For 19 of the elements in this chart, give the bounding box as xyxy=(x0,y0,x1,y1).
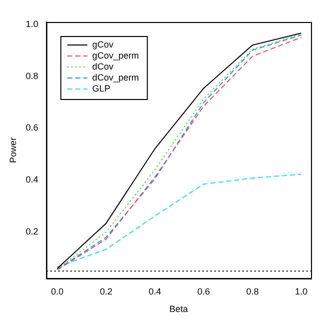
x-axis-title: Beta xyxy=(169,304,188,314)
line-series xyxy=(56,174,302,268)
x-tick-label: 0.0 xyxy=(51,286,64,296)
y-tick-label: 0.6 xyxy=(26,122,38,133)
y-tick-label: 0.8 xyxy=(26,70,38,81)
x-tick-label: 0.4 xyxy=(148,286,162,296)
y-tick-label: 0.2 xyxy=(26,226,38,237)
x-tick-label: 0.2 xyxy=(100,286,112,296)
legend-label: dCov xyxy=(92,61,114,72)
y-axis-title: Power xyxy=(8,137,18,163)
legend-label: gCov xyxy=(92,39,114,50)
x-tick-label: 0.8 xyxy=(246,286,259,296)
x-tick-label: 0.6 xyxy=(197,286,210,296)
y-tick-label: 0.4 xyxy=(26,174,38,185)
legend-label: gCov_perm xyxy=(92,50,139,60)
legend-label: GLP xyxy=(92,83,110,94)
x-tick-label: 1.0 xyxy=(294,286,308,296)
y-tick-label: 1.0 xyxy=(26,18,38,29)
legend-label: dCov_perm xyxy=(92,72,139,82)
